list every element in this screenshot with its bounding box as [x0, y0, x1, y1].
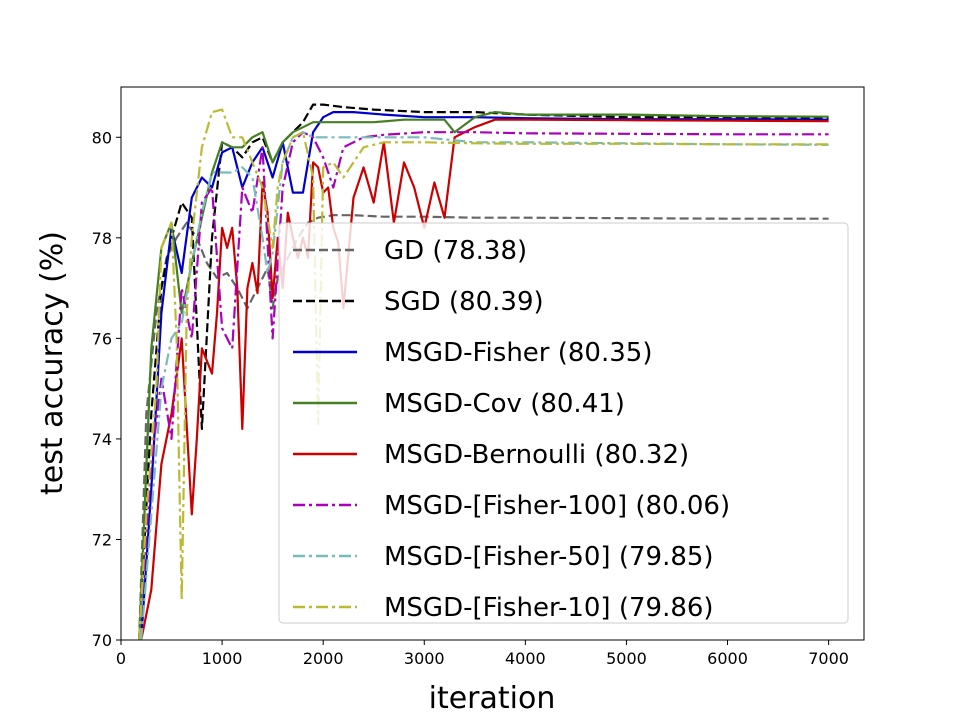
- legend-label-5: MSGD-Bernoulli (80.32): [384, 440, 689, 470]
- legend: GD (78.38) SGD (80.39) MSGD-Fisher (80.35)…: [278, 222, 849, 624]
- x-tick-label: 5000: [606, 649, 647, 668]
- legend-label-2: SGD (80.39): [384, 287, 544, 317]
- y-tick-label: 78: [92, 229, 112, 248]
- y-tick-label: 70: [92, 631, 112, 650]
- y-tick-label: 74: [92, 430, 112, 449]
- x-tick-label: 1000: [202, 649, 243, 668]
- x-tick-label: 3000: [404, 649, 445, 668]
- legend-label-3: MSGD-Fisher (80.35): [384, 338, 652, 368]
- series-line-2: [138, 103, 829, 640]
- series-line-4: [138, 110, 829, 640]
- legend-box: [278, 222, 849, 624]
- x-tick-label: 0: [116, 649, 126, 668]
- y-tick-label: 80: [92, 128, 112, 147]
- series-line-3: [140, 110, 829, 640]
- legend-label-6: MSGD-[Fisher-100] (80.06): [384, 491, 730, 521]
- plot-frame: [120, 86, 865, 641]
- x-axis-label: iteration: [429, 681, 556, 716]
- x-tick-label: 4000: [505, 649, 546, 668]
- series-line-8: [138, 108, 829, 640]
- series-line-1: [138, 214, 829, 640]
- legend-label-4: MSGD-Cov (80.41): [384, 389, 625, 419]
- y-tick-label: 76: [92, 329, 112, 348]
- x-tick-label: 2000: [303, 649, 344, 668]
- legend-label-1: GD (78.38): [384, 236, 527, 266]
- series-line-7: [140, 131, 829, 640]
- y-axis: 70 72 74 76 78 80: [92, 128, 121, 650]
- legend-label-7: MSGD-[Fisher-50] (79.85): [384, 542, 714, 572]
- y-tick-label: 72: [92, 530, 112, 549]
- series-line-6: [138, 131, 829, 640]
- legend-label-8: MSGD-[Fisher-10] (79.86): [384, 593, 714, 623]
- x-axis: 0 1000 2000 3000 4000 5000 6000 7000: [116, 640, 849, 668]
- x-tick-label: 6000: [707, 649, 748, 668]
- x-tick-label: 7000: [808, 649, 849, 668]
- y-axis-label: test accuracy (%): [35, 231, 70, 495]
